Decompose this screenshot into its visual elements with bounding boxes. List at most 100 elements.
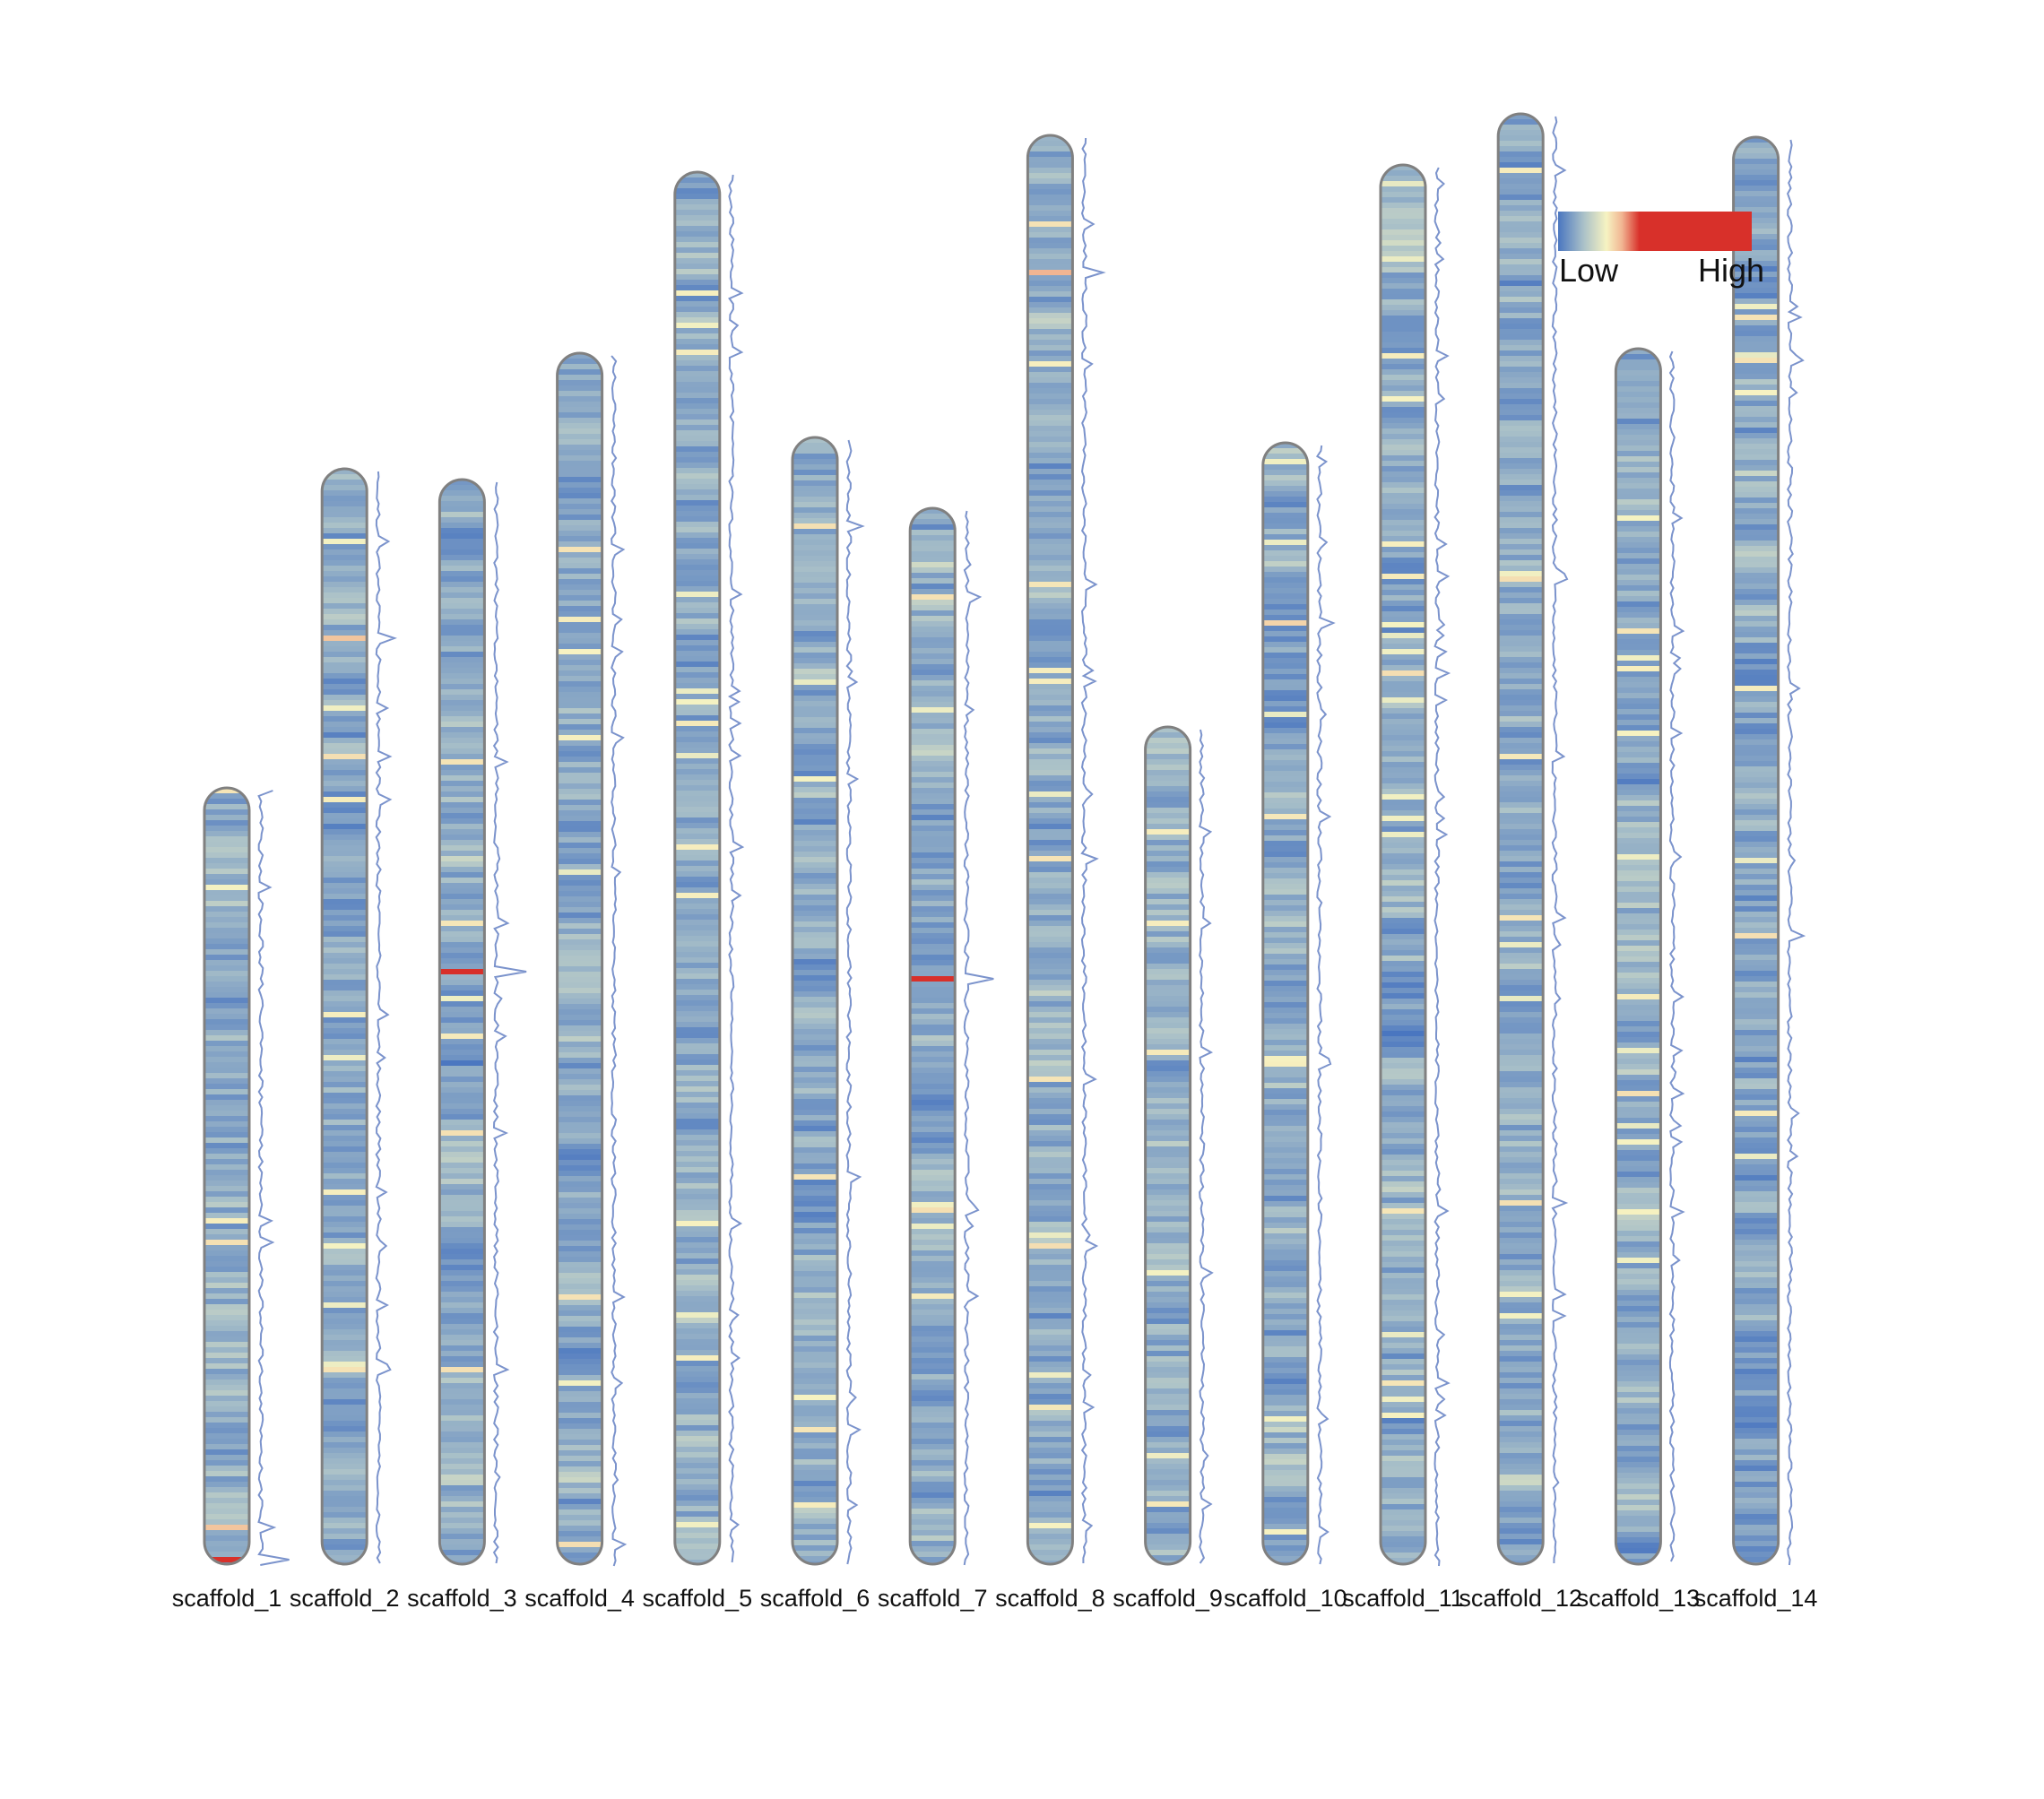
density-band	[910, 1396, 956, 1402]
density-band	[674, 350, 720, 356]
density-band	[1381, 778, 1425, 784]
density-band	[204, 1250, 249, 1257]
density-band	[1381, 1343, 1425, 1349]
density-band	[1262, 825, 1308, 831]
density-band	[1381, 1219, 1425, 1225]
density-band	[1615, 1290, 1661, 1296]
density-band	[792, 997, 837, 1003]
density-band	[1262, 765, 1308, 772]
density-line	[1787, 139, 1806, 1566]
density-band	[1615, 709, 1661, 715]
density-band	[910, 772, 956, 778]
density-band	[1027, 1007, 1073, 1013]
density-band	[674, 1215, 720, 1222]
density-band	[322, 1243, 368, 1250]
density-band	[1381, 466, 1425, 472]
density-band	[1145, 1039, 1191, 1045]
density-band	[1615, 634, 1661, 640]
density-band	[674, 1517, 720, 1523]
density-band	[322, 1485, 368, 1492]
density-band	[674, 532, 720, 539]
density-band	[910, 616, 956, 622]
density-band	[1027, 974, 1073, 981]
density-band	[322, 1335, 368, 1341]
density-band	[792, 636, 837, 643]
density-band	[322, 1534, 368, 1540]
density-band	[1027, 248, 1073, 255]
density-line	[727, 174, 745, 1563]
density-band	[1262, 943, 1308, 949]
density-band	[1615, 451, 1661, 457]
density-band	[792, 1077, 837, 1084]
density-band	[1498, 990, 1544, 997]
density-band	[910, 1035, 956, 1042]
density-band	[439, 1001, 485, 1008]
density-band	[1381, 800, 1425, 806]
density-band	[557, 1273, 602, 1279]
density-band	[792, 814, 837, 820]
density-band	[204, 1030, 249, 1036]
density-band	[204, 1552, 249, 1558]
density-band	[1027, 361, 1073, 368]
density-band	[439, 1297, 485, 1303]
density-band	[1381, 907, 1425, 913]
density-band	[557, 961, 602, 967]
density-band	[1381, 289, 1425, 295]
density-band	[674, 1016, 720, 1023]
density-band	[1027, 867, 1073, 873]
density-band	[1615, 494, 1661, 500]
density-band	[1615, 897, 1661, 904]
density-band	[910, 955, 956, 961]
density-band	[792, 454, 837, 460]
density-band	[674, 748, 720, 754]
density-band	[1733, 858, 1779, 864]
density-band	[1381, 1074, 1425, 1080]
density-band	[439, 1087, 485, 1094]
density-band	[557, 1472, 602, 1478]
density-band	[557, 966, 602, 973]
density-band	[792, 1094, 837, 1100]
scaffold-scaffold_6: scaffold_6	[760, 436, 870, 1612]
density-band	[1381, 396, 1425, 402]
density-band	[1498, 797, 1544, 803]
density-bands	[1145, 727, 1191, 1564]
density-band	[1027, 904, 1073, 911]
density-band	[1498, 490, 1544, 497]
density-band	[322, 1523, 368, 1529]
density-band	[1262, 921, 1308, 928]
density-band	[1615, 1467, 1661, 1474]
density-band	[674, 613, 720, 619]
density-band	[439, 1340, 485, 1346]
density-band	[910, 1245, 956, 1251]
density-band	[1498, 474, 1544, 480]
density-band	[1733, 1277, 1779, 1284]
density-band	[1027, 1453, 1073, 1459]
density-band	[1262, 717, 1308, 723]
density-band	[1733, 1234, 1779, 1241]
density-band	[910, 1471, 956, 1477]
scaffold-label: scaffold_5	[642, 1585, 752, 1612]
density-band	[1381, 1472, 1425, 1478]
density-band	[557, 692, 602, 698]
density-band	[1498, 1227, 1544, 1233]
density-band	[910, 1347, 956, 1354]
density-band	[1498, 1028, 1544, 1034]
density-band	[910, 519, 956, 525]
density-band	[792, 733, 837, 739]
density-band	[674, 656, 720, 662]
density-band	[1262, 1293, 1308, 1299]
density-band	[1381, 1520, 1425, 1527]
density-band	[1498, 1523, 1544, 1529]
density-band	[1027, 1066, 1073, 1072]
density-band	[1733, 1035, 1779, 1042]
density-band	[1145, 1023, 1191, 1029]
density-band	[439, 1383, 485, 1389]
density-band	[1381, 1036, 1425, 1042]
density-band	[1145, 1276, 1191, 1282]
scaffold-outline	[320, 467, 368, 1566]
density-band	[1733, 1460, 1779, 1466]
density-band	[1145, 1399, 1191, 1405]
density-band	[1262, 1190, 1308, 1197]
density-band	[1145, 1243, 1191, 1250]
density-band	[322, 582, 368, 588]
